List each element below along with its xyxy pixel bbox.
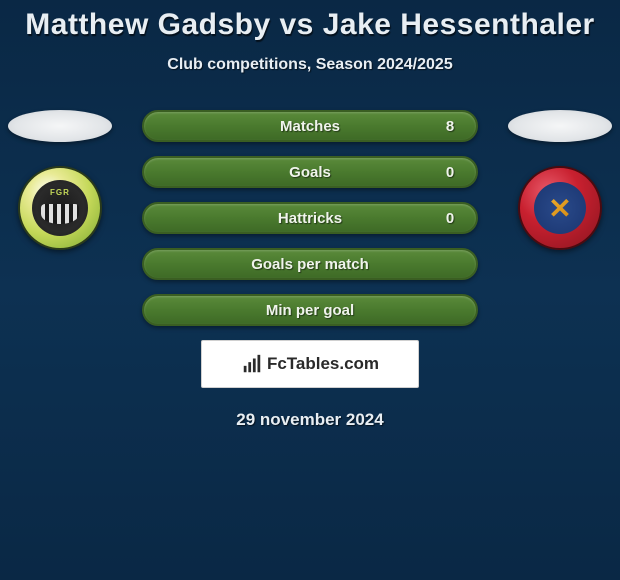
chart-icon [241, 353, 263, 375]
stat-row-matches: Matches 8 [142, 110, 478, 142]
stat-row-hattricks: Hattricks 0 [142, 202, 478, 234]
stat-label: Min per goal [266, 302, 354, 319]
stat-right-value: 8 [440, 118, 460, 135]
stat-row-min-per-goal: Min per goal [142, 294, 478, 326]
brand-box[interactable]: FcTables.com [201, 340, 419, 388]
stat-label: Matches [280, 118, 340, 135]
right-player-photo-placeholder [508, 110, 612, 142]
main-row: Matches 8 Goals 0 Hattricks 0 Goals per … [0, 110, 620, 326]
left-club-badge-icon [18, 166, 102, 250]
right-club-badge-icon [518, 166, 602, 250]
stat-label: Goals per match [251, 256, 369, 273]
date-label: 29 november 2024 [0, 410, 620, 430]
stat-row-goals-per-match: Goals per match [142, 248, 478, 280]
page-title: Matthew Gadsby vs Jake Hessenthaler [0, 8, 620, 42]
left-player-column [8, 110, 112, 250]
left-player-photo-placeholder [8, 110, 112, 142]
stat-right-value: 0 [440, 164, 460, 181]
comparison-card: Matthew Gadsby vs Jake Hessenthaler Club… [0, 0, 620, 430]
brand-label: FcTables.com [267, 354, 379, 374]
right-player-column [508, 110, 612, 250]
stat-row-goals: Goals 0 [142, 156, 478, 188]
stats-column: Matches 8 Goals 0 Hattricks 0 Goals per … [138, 110, 482, 326]
stat-label: Goals [289, 164, 331, 181]
stat-label: Hattricks [278, 210, 342, 227]
stat-right-value: 0 [440, 210, 460, 227]
subtitle: Club competitions, Season 2024/2025 [0, 56, 620, 74]
